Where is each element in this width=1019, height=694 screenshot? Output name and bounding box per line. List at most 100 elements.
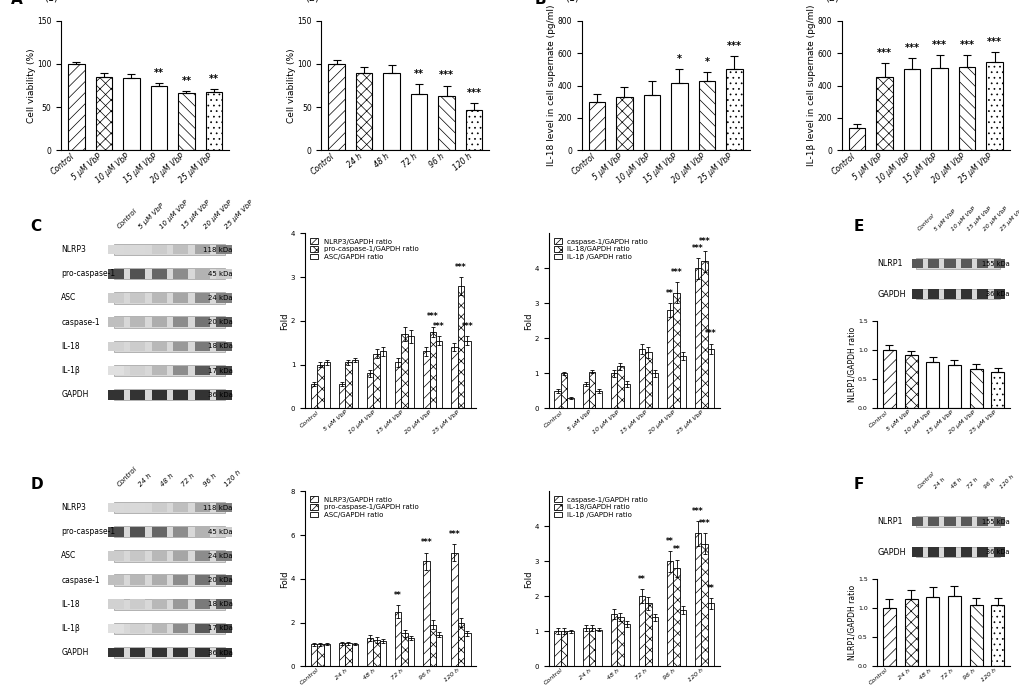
Text: ASC: ASC (61, 552, 76, 561)
Bar (173, 245, 189, 255)
Bar (108, 600, 123, 609)
Text: ***: *** (904, 43, 919, 53)
Bar (651, 373, 657, 408)
Bar (108, 527, 123, 536)
Text: **: ** (154, 68, 164, 78)
Text: ***: *** (692, 507, 703, 516)
Bar (401, 334, 408, 408)
Text: *: * (677, 54, 682, 65)
Bar (108, 502, 123, 512)
Bar (114, 623, 225, 634)
Bar (435, 341, 442, 408)
Bar (129, 269, 145, 278)
Bar (68, 64, 85, 151)
Bar (108, 575, 123, 585)
Bar (129, 245, 145, 255)
Bar (958, 67, 974, 151)
Text: **: ** (672, 545, 680, 555)
Bar (701, 262, 707, 408)
Bar (108, 269, 123, 278)
Bar (114, 599, 225, 610)
Bar (595, 629, 601, 666)
Bar (114, 244, 225, 255)
Bar (108, 551, 123, 561)
Bar (195, 575, 210, 585)
Text: ***: *** (959, 40, 974, 50)
Text: *: * (704, 57, 708, 67)
Bar (114, 341, 225, 352)
Text: NLRP3: NLRP3 (61, 503, 86, 512)
Bar (195, 502, 210, 512)
Bar (643, 95, 659, 151)
Bar (195, 390, 210, 400)
Text: (1): (1) (45, 0, 58, 2)
Bar (195, 648, 210, 657)
Bar (152, 245, 167, 255)
Bar (679, 356, 686, 408)
Bar (195, 245, 210, 255)
Bar (328, 64, 344, 151)
Legend: caspase-1/GAPDH ratio, IL-18/GAPDH ratio, IL-1β /GAPDH ratio: caspase-1/GAPDH ratio, IL-18/GAPDH ratio… (551, 237, 649, 261)
Text: pro-caspase-1: pro-caspase-1 (61, 527, 115, 536)
Bar (367, 638, 373, 666)
Bar (673, 293, 679, 408)
Bar (554, 632, 560, 666)
Bar (195, 624, 210, 634)
Text: ***: *** (727, 41, 741, 51)
Text: 25 μM VbP: 25 μM VbP (224, 199, 255, 230)
Bar (108, 245, 123, 255)
Bar (206, 92, 222, 151)
Text: ***: *** (671, 268, 682, 277)
Bar (588, 102, 604, 151)
Bar (379, 351, 386, 408)
Bar (616, 366, 623, 408)
Bar (694, 269, 701, 408)
Legend: NLRP3/GAPDH ratio, pro-caspase-1/GAPDH ratio, ASC/GAPDH ratio: NLRP3/GAPDH ratio, pro-caspase-1/GAPDH r… (308, 495, 420, 519)
Bar (216, 293, 231, 303)
Bar (129, 624, 145, 634)
Bar (152, 527, 167, 536)
Bar (114, 268, 225, 280)
Text: B: B (534, 0, 546, 8)
Bar (108, 648, 123, 657)
Y-axis label: Fold: Fold (280, 312, 289, 330)
Text: ***: *** (433, 322, 444, 331)
Text: C: C (31, 219, 42, 235)
Bar (673, 568, 679, 666)
Text: 5 μM VbP: 5 μM VbP (138, 203, 165, 230)
Text: 72 h: 72 h (180, 473, 196, 488)
Text: 118 kDa: 118 kDa (203, 505, 232, 511)
Bar (401, 634, 408, 666)
Bar (429, 332, 435, 408)
Bar (152, 575, 167, 585)
Bar (114, 292, 225, 304)
Bar (615, 97, 632, 151)
Bar (450, 552, 458, 666)
Bar (679, 610, 686, 666)
Bar (356, 73, 372, 151)
Bar (408, 336, 414, 408)
Text: **: ** (181, 76, 192, 85)
Text: ***: *** (448, 530, 460, 539)
Bar (108, 366, 123, 375)
Text: Control: Control (116, 208, 139, 230)
Bar (666, 310, 673, 408)
Bar (195, 366, 210, 375)
Bar (216, 575, 231, 585)
Bar (173, 527, 189, 536)
Bar (129, 317, 145, 327)
Bar (152, 293, 167, 303)
Bar (588, 628, 595, 666)
Text: 120 h: 120 h (224, 469, 243, 488)
Bar (152, 551, 167, 561)
Bar (195, 293, 210, 303)
Bar (152, 317, 167, 327)
Text: (2): (2) (305, 0, 318, 2)
Text: 20 μM VbP: 20 μM VbP (202, 199, 233, 230)
Bar (173, 600, 189, 609)
Bar (311, 384, 317, 408)
Y-axis label: IL-18 level in cell supernate (pg/ml): IL-18 level in cell supernate (pg/ml) (546, 5, 555, 167)
Text: F: F (853, 477, 863, 492)
Text: ***: *** (454, 263, 466, 272)
Bar (129, 575, 145, 585)
